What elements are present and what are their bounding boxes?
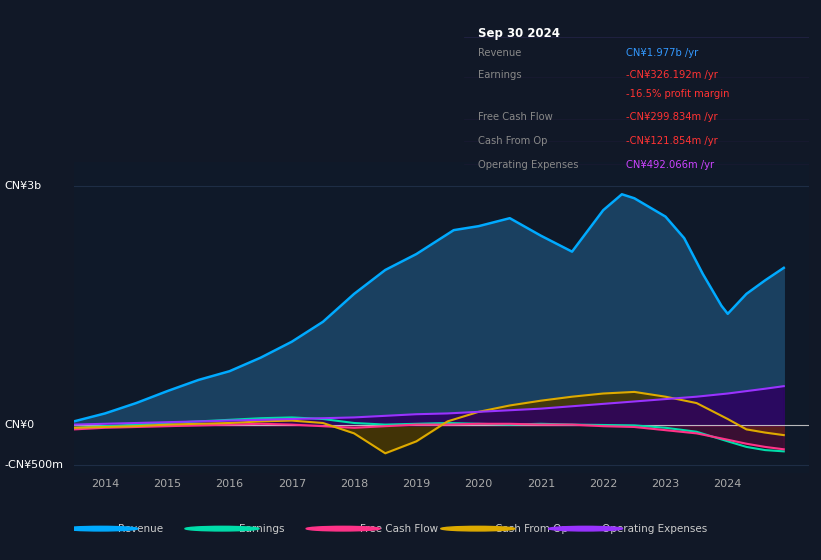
Text: -16.5% profit margin: -16.5% profit margin bbox=[626, 88, 729, 99]
Text: Earnings: Earnings bbox=[478, 70, 521, 80]
Text: Revenue: Revenue bbox=[117, 524, 163, 534]
Circle shape bbox=[441, 526, 515, 531]
Text: CN¥492.066m /yr: CN¥492.066m /yr bbox=[626, 160, 714, 170]
Text: -CN¥121.854m /yr: -CN¥121.854m /yr bbox=[626, 137, 718, 146]
Text: CN¥1.977b /yr: CN¥1.977b /yr bbox=[626, 48, 698, 58]
Text: Free Cash Flow: Free Cash Flow bbox=[478, 113, 553, 123]
Text: Cash From Op: Cash From Op bbox=[494, 524, 567, 534]
Text: -CN¥500m: -CN¥500m bbox=[4, 460, 63, 470]
Text: Operating Expenses: Operating Expenses bbox=[478, 160, 578, 170]
Text: -CN¥299.834m /yr: -CN¥299.834m /yr bbox=[626, 113, 718, 123]
Text: Operating Expenses: Operating Expenses bbox=[603, 524, 708, 534]
Circle shape bbox=[64, 526, 138, 531]
Circle shape bbox=[306, 526, 380, 531]
Text: CN¥0: CN¥0 bbox=[4, 421, 34, 431]
Text: Sep 30 2024: Sep 30 2024 bbox=[478, 27, 560, 40]
Text: Free Cash Flow: Free Cash Flow bbox=[360, 524, 438, 534]
Text: Revenue: Revenue bbox=[478, 48, 521, 58]
Text: Cash From Op: Cash From Op bbox=[478, 137, 547, 146]
Circle shape bbox=[548, 526, 622, 531]
Circle shape bbox=[185, 526, 259, 531]
Text: -CN¥326.192m /yr: -CN¥326.192m /yr bbox=[626, 70, 718, 80]
Text: Earnings: Earnings bbox=[239, 524, 284, 534]
Text: CN¥3b: CN¥3b bbox=[4, 181, 41, 192]
